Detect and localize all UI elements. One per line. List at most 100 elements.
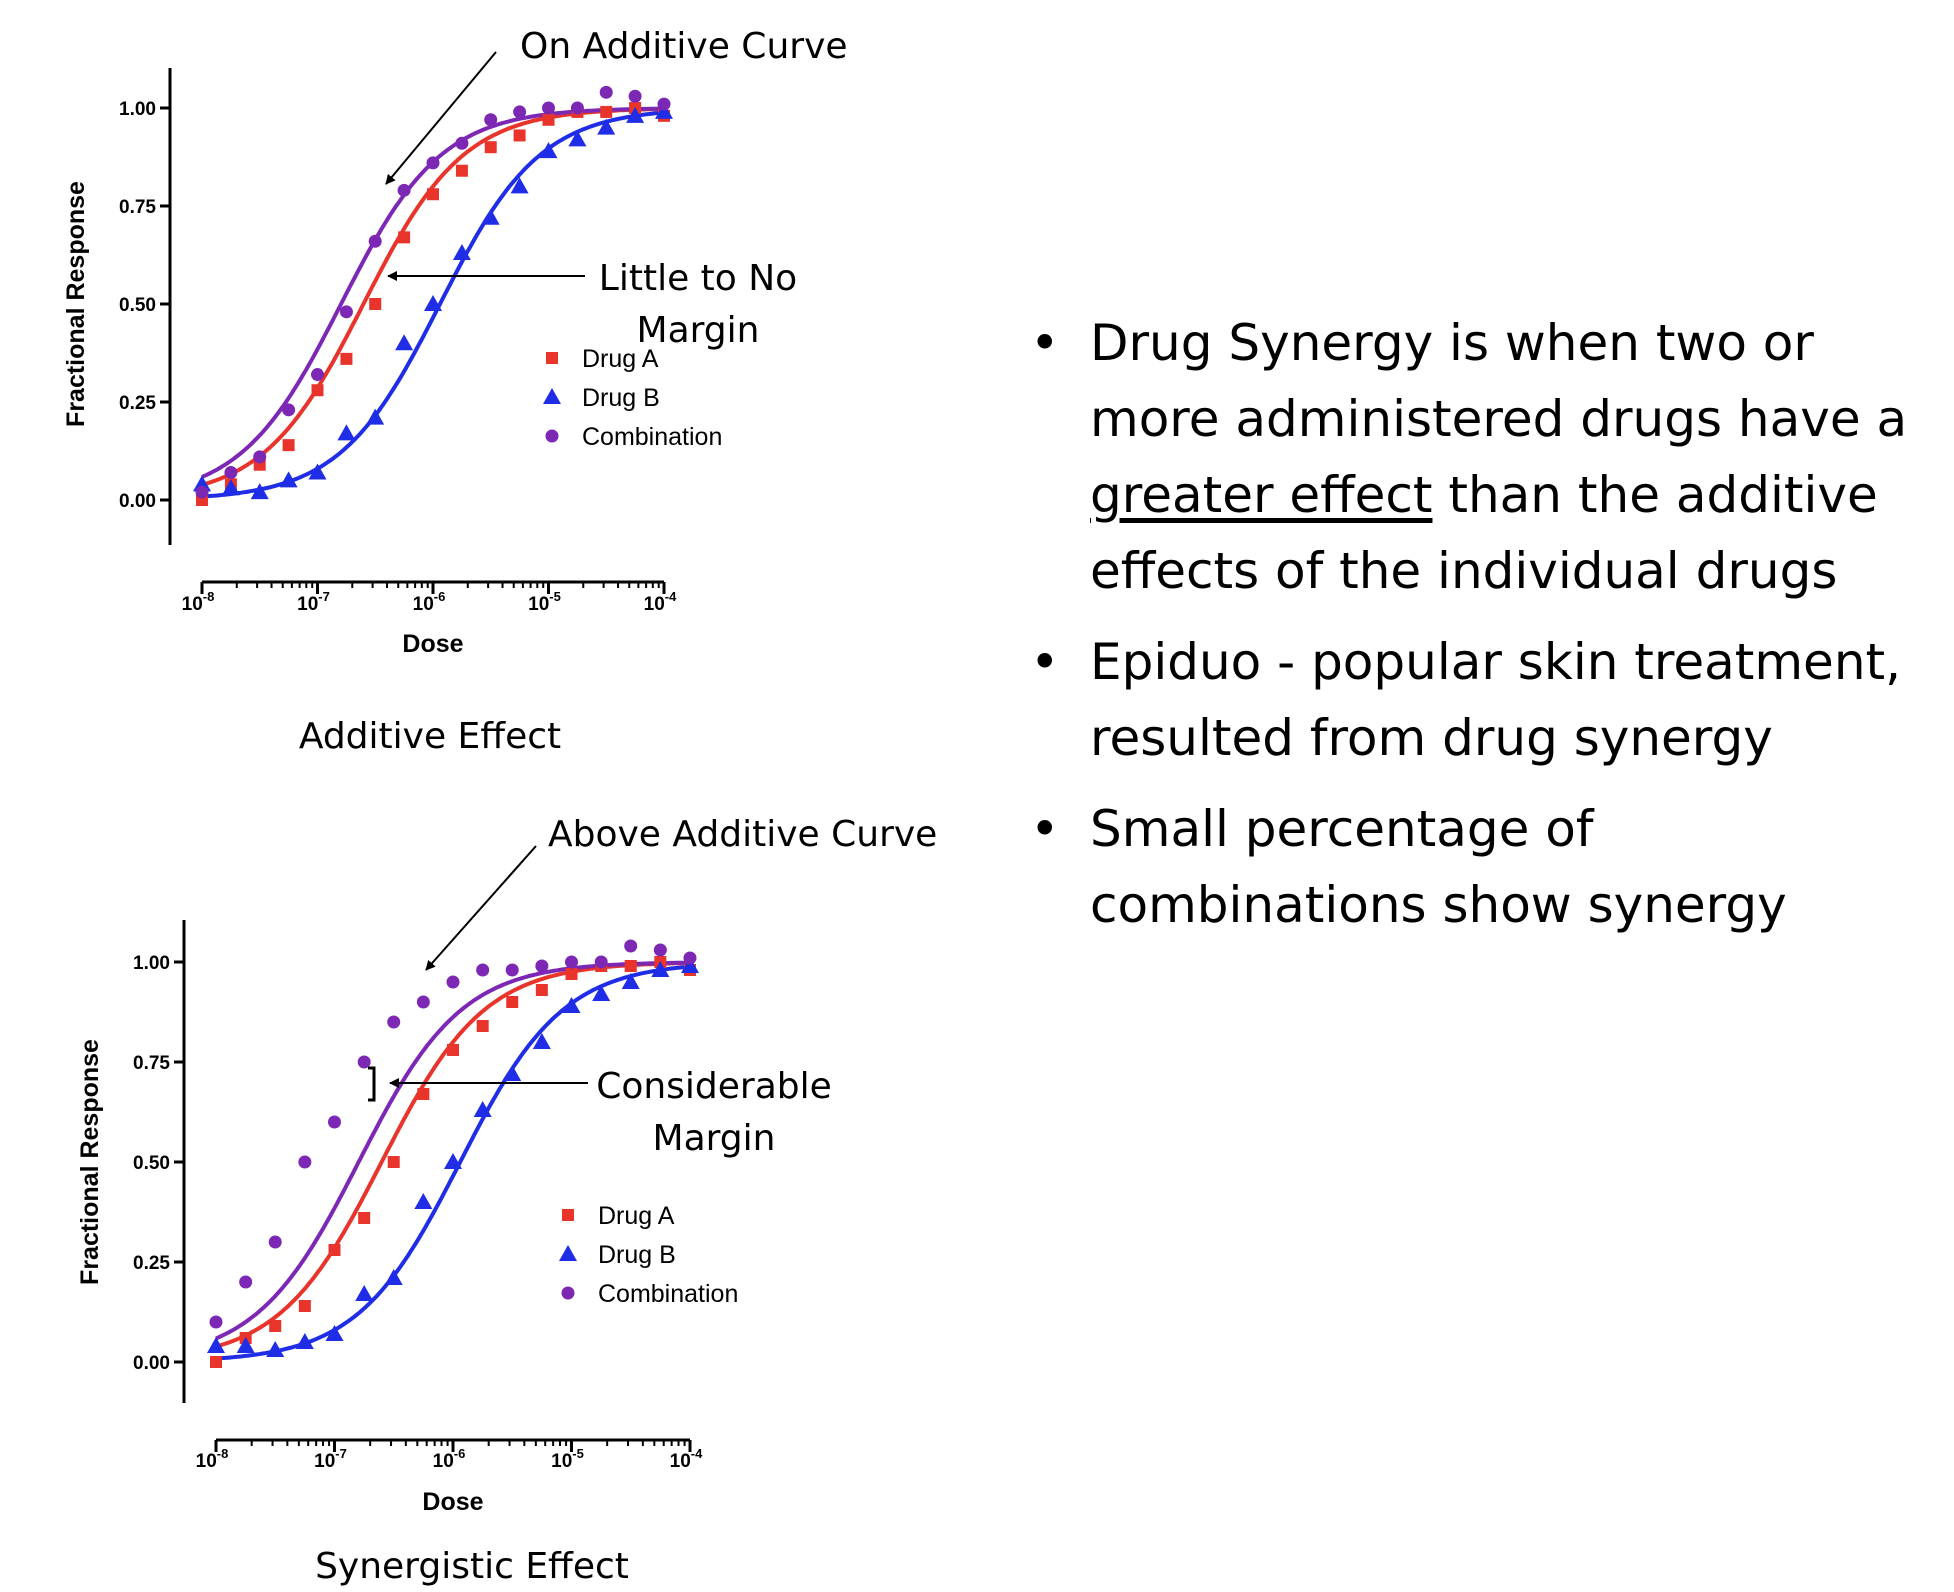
data-point-drug-b xyxy=(236,1337,255,1353)
data-point-drug-b xyxy=(207,1337,225,1353)
data-point-combination xyxy=(653,943,667,957)
data-point-drug-b xyxy=(655,102,673,119)
data-point-combination xyxy=(311,368,324,382)
bullet-text: Drug Synergy is when two or more adminis… xyxy=(1090,314,1908,448)
data-point-combination xyxy=(657,97,671,111)
bullet-item: Small percentage of combinations show sy… xyxy=(1030,791,1930,943)
data-point-combination xyxy=(426,156,440,170)
data-point-combination xyxy=(594,955,608,969)
data-point-drug-b xyxy=(539,142,558,159)
annotation-label: Margin xyxy=(637,310,760,351)
data-point-drug-a xyxy=(417,1088,430,1100)
data-point-combination xyxy=(565,955,578,969)
data-point-combination xyxy=(484,113,498,127)
data-point-combination xyxy=(535,959,549,973)
data-point-combination xyxy=(624,939,638,953)
x-tick-label: 10-8 xyxy=(196,1446,229,1472)
data-point-drug-a xyxy=(455,164,468,177)
data-point-drug-b xyxy=(366,408,385,425)
data-point-drug-b xyxy=(568,130,587,147)
data-point-drug-a xyxy=(476,1020,489,1032)
data-point-drug-b xyxy=(266,1341,285,1357)
data-point-drug-b xyxy=(424,295,442,311)
data-point-drug-a xyxy=(513,129,526,142)
data-point-drug-b xyxy=(562,997,581,1013)
y-tick-label: 0.25 xyxy=(133,1253,170,1274)
y-axis-title: Fractional Response xyxy=(76,1039,104,1285)
data-point-drug-b xyxy=(503,1065,522,1081)
annotation-label: Margin xyxy=(653,1118,776,1159)
data-point-drug-b xyxy=(221,479,240,496)
x-tick-label: 10-5 xyxy=(551,1446,584,1472)
data-point-combination xyxy=(195,485,209,499)
data-point-combination xyxy=(476,963,490,977)
x-tick-label: 10-5 xyxy=(528,589,561,615)
data-point-drug-a xyxy=(506,996,519,1008)
bullet-item: Drug Synergy is when two or more adminis… xyxy=(1030,305,1930,609)
y-tick-label: 0.75 xyxy=(133,1053,170,1074)
data-point-combination xyxy=(455,136,469,150)
legend-label: Drug B xyxy=(598,1241,676,1269)
bullet-item: Epiduo - popular skin treatment, resulte… xyxy=(1030,624,1930,776)
bullet-text: Epiduo - popular skin treatment, resulte… xyxy=(1090,633,1902,767)
data-point-drug-a xyxy=(535,984,548,996)
data-point-drug-b xyxy=(384,1269,403,1285)
data-point-combination xyxy=(328,1115,341,1129)
bullet-underline-text: greater effect xyxy=(1090,466,1433,524)
legend-marker xyxy=(561,1286,575,1300)
annotation-label: Above Additive Curve xyxy=(548,814,937,855)
bullet-list: Drug Synergy is when two or more adminis… xyxy=(1030,305,1930,958)
data-point-drug-a xyxy=(624,960,637,972)
data-point-combination xyxy=(224,466,238,480)
data-point-combination xyxy=(599,85,613,99)
y-axis-title: Fractional Response xyxy=(62,181,90,427)
annotation-label: Considerable xyxy=(596,1066,832,1107)
data-point-drug-a xyxy=(269,1320,282,1332)
data-point-combination xyxy=(268,1235,282,1249)
y-tick-label: 0.00 xyxy=(119,491,156,512)
chart-2: 0.00 0.25 0.50 0.75 1.00 Fractional Response 1… xyxy=(76,814,937,1587)
data-point-combination xyxy=(368,234,382,248)
data-point-drug-b xyxy=(473,1101,492,1117)
data-point-drug-a xyxy=(447,1044,459,1056)
fit-curve xyxy=(215,964,691,1361)
data-point-combination xyxy=(387,1015,401,1029)
data-point-drug-b xyxy=(414,1193,433,1209)
data-point-drug-b xyxy=(295,1333,314,1349)
margin-bracket xyxy=(368,1066,376,1102)
data-point-combination xyxy=(416,995,430,1009)
data-point-drug-b xyxy=(193,475,211,492)
data-point-drug-a xyxy=(565,968,578,980)
data-point-combination xyxy=(253,450,267,464)
y-tick-label: 0.50 xyxy=(133,1153,170,1174)
data-point-drug-b xyxy=(592,985,611,1001)
data-point-drug-b xyxy=(621,973,640,989)
data-point-combination xyxy=(298,1155,312,1169)
data-point-drug-b xyxy=(279,471,298,488)
data-point-combination xyxy=(505,963,519,977)
fit-curve xyxy=(215,960,691,1341)
data-point-drug-b xyxy=(444,1153,462,1169)
data-point-combination xyxy=(397,183,411,197)
data-point-combination xyxy=(239,1275,253,1289)
data-point-drug-b xyxy=(532,1033,551,1049)
annotation-label: Little to No xyxy=(599,258,797,299)
bullet-text-end: than the additive effects of the individ… xyxy=(1090,466,1878,600)
chart-1: 0.00 0.25 0.50 0.75 1.00 Fractional Response 1… xyxy=(62,26,848,757)
data-point-drug-a xyxy=(311,384,324,397)
x-tick-label: 10-6 xyxy=(433,1446,466,1472)
annotation-label: On Additive Curve xyxy=(520,26,848,67)
legend-marker xyxy=(562,1209,574,1221)
data-point-drug-b xyxy=(651,961,670,977)
data-point-combination xyxy=(339,305,353,319)
data-point-drug-b xyxy=(325,1325,344,1341)
data-point-drug-a xyxy=(427,188,439,201)
x-tick-label: 10-6 xyxy=(413,589,446,615)
data-point-drug-b xyxy=(355,1285,374,1301)
data-point-drug-a xyxy=(369,298,382,310)
x-axis-title: Dose xyxy=(422,1488,483,1516)
annotation-arrow xyxy=(425,845,537,971)
data-point-combination xyxy=(282,403,296,417)
data-point-combination xyxy=(513,105,527,119)
